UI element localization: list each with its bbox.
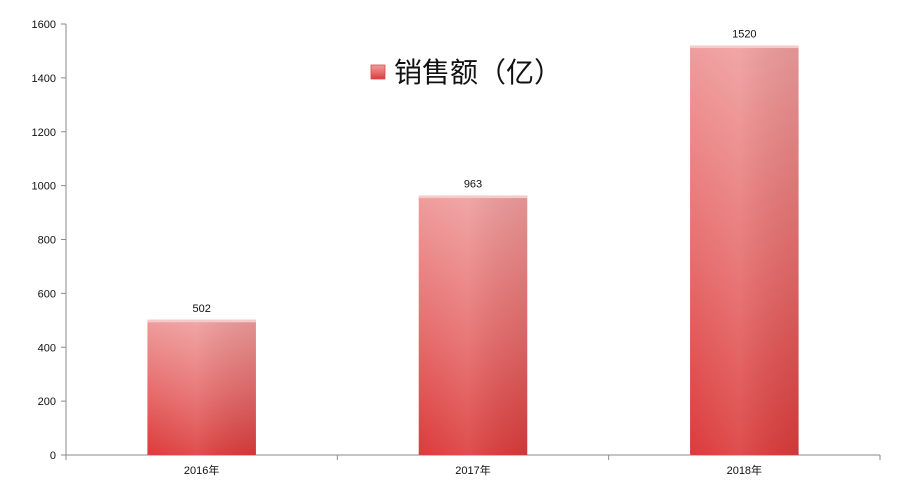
y-tick-label: 0 [50, 450, 56, 462]
y-tick-label: 600 [38, 288, 56, 300]
bar-top-highlight [418, 195, 528, 199]
bar-top-highlight [690, 45, 799, 49]
bar-shine [690, 45, 799, 456]
legend-swatch [370, 64, 386, 80]
y-tick-label: 1400 [32, 73, 56, 85]
y-axis: 0 200 400 600 800 1000 1200 1400 1600 [32, 19, 67, 462]
data-label: 1520 [732, 29, 756, 41]
y-tick-label: 1600 [32, 19, 56, 31]
legend-label: 销售额（亿） [394, 56, 562, 89]
x-tick-label: 2016年 [184, 463, 219, 477]
bar-shine [147, 319, 256, 455]
y-tick-label: 400 [38, 342, 56, 354]
data-label: 502 [192, 303, 210, 315]
data-label: 963 [464, 179, 482, 191]
y-tick-label: 1200 [32, 127, 56, 139]
bar-top-highlight [147, 319, 256, 323]
x-tick-label: 2018年 [727, 463, 762, 477]
bars [147, 45, 799, 456]
bar-shine [418, 195, 528, 456]
y-tick-label: 1000 [32, 181, 56, 193]
x-tick-label: 2017年 [455, 463, 490, 477]
legend: 销售额（亿） [370, 56, 562, 89]
data-labels: 502 963 1520 [192, 29, 756, 315]
x-axis: 2016年 2017年 2018年 [65, 454, 881, 477]
y-tick-label: 800 [38, 235, 56, 247]
y-tick-label: 200 [38, 396, 56, 408]
